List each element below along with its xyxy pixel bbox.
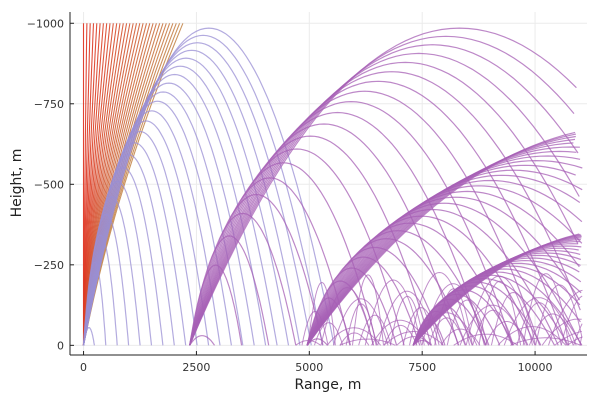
arch-trajectory [82,82,255,346]
y-axis-title: Height, m [9,149,25,218]
bounce-trajectory [573,323,583,346]
arch-trajectory [189,27,577,346]
bounce-trajectory [377,290,437,346]
arch-trajectory [189,111,486,346]
arch-trajectory [189,61,579,346]
arch-trajectory [412,245,582,346]
bounce-trajectory [352,274,384,346]
bounce-trajectory [510,337,581,346]
bounce-trajectory [415,312,478,346]
bounce-trajectory [472,309,514,346]
bounce-trajectory [535,284,583,346]
arch-trajectory [306,150,577,346]
trajectory-curves [82,23,583,346]
bounce-trajectory [478,280,522,346]
arch-trajectory [189,148,405,346]
arch-trajectory [189,80,568,346]
arch-trajectory [306,142,574,346]
x-axis-title: Range, m [295,377,362,393]
bounce-trajectory [358,314,392,346]
arch-trajectory [82,100,232,346]
bounce-trajectory [402,307,440,346]
arch-trajectory [82,110,221,346]
arch-trajectory [189,52,580,346]
bounce-trajectory [371,319,430,346]
ticks: 0 2500 5000 7500 10000 0 −250 −500 −750 −1000 [27,17,553,374]
arch-trajectory [189,44,579,346]
y-tick-label: −750 [34,98,64,111]
arch-trajectory [82,130,198,346]
bounce-trajectory [522,273,570,346]
arch-trajectory [82,120,210,346]
y-tick-label: −500 [34,178,64,191]
arch-trajectory [189,100,514,346]
bounce-trajectory [440,328,481,346]
axes [69,12,587,356]
bounce-trajectory [339,332,370,346]
x-tick-label: 2500 [182,361,210,374]
arch-trajectory [189,35,575,346]
y-tick-label: −1000 [27,17,64,30]
bounce-trajectory [465,275,533,346]
bounce-trajectory [446,299,488,346]
bounce-trajectory [548,289,583,346]
grid-lines [70,12,587,355]
arch-trajectory [306,138,576,346]
arch-trajectory [82,65,278,346]
bounce-trajectory [396,336,433,346]
bounce-trajectory [560,295,583,346]
arch-trajectory [82,73,267,346]
bounce-trajectory [390,295,425,346]
bounce-trajectory [516,302,562,346]
bounce-trajectory [339,338,396,346]
arch-trajectory [82,91,244,346]
bounce-trajectory [364,279,422,346]
bounce-trajectory [409,271,470,346]
y-tick-label: −250 [34,259,64,272]
y-tick-label: 0 [57,339,64,352]
bounce-trajectory [307,281,336,346]
arch-trajectory [82,34,324,346]
arch-trajectory [189,335,215,346]
bounce-trajectory [579,336,583,346]
x-tick-label: 10000 [518,361,553,374]
arch-trajectory [189,71,581,346]
bounce-trajectory [554,330,582,346]
bounce-trajectory [301,311,329,346]
bounce-trajectory [314,322,344,346]
x-tick-label: 7500 [408,361,436,374]
arch-trajectory [306,146,580,346]
arch-trajectory [189,90,541,346]
bounce-trajectory [497,326,567,346]
x-tick-label: 5000 [295,361,323,374]
bounce-trajectory [490,291,536,346]
bounce-trajectory [459,304,526,346]
arch-trajectory [82,27,335,346]
bounce-trajectory [333,298,389,346]
arch-trajectory [189,193,324,346]
bounce-trajectory [383,331,444,346]
bounce-trajectory [541,318,582,346]
arch-trajectory [189,235,270,346]
arch-trajectory [82,142,187,346]
bounce-trajectory [528,313,577,346]
x-tick-label: 0 [80,361,87,374]
bounce-trajectory [295,340,321,346]
bounce-trajectory [484,321,529,346]
bounce-trajectory [421,283,485,346]
arch-trajectory [306,155,581,346]
bounce-trajectory [320,287,374,346]
arch-trajectory [306,202,582,346]
bounce-trajectory [345,303,377,346]
